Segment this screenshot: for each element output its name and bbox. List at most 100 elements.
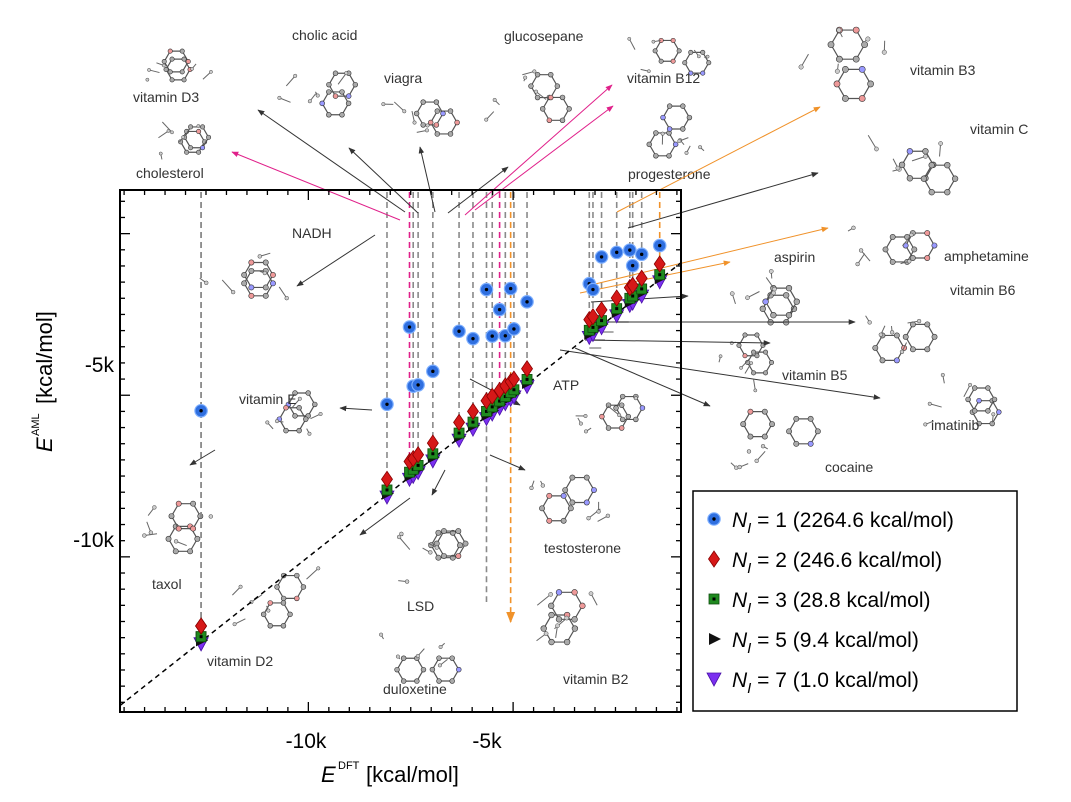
point-n-i-3-aspirin-center [631,294,635,298]
molecule-sketch-nadh [199,252,289,301]
point-n-i-2-atp [521,360,534,378]
point-n-i-3-glucosepane-center [490,405,494,409]
label-vitamin-b2: vitamin B2 [563,671,629,687]
legend-marker-n-i-3-center [712,597,716,601]
label-cholesterol: cholesterol [136,165,204,181]
point-n-i-3-vitamin-b6-center [615,307,619,311]
pointer-arrow [574,347,711,407]
point-n-i-3-vitamin-c-center [640,287,644,291]
label-vitamin-b12: vitamin B12 [627,70,700,86]
molecule-sketch-duloxetine [379,632,462,684]
point-n-i-3-atp-center [525,377,529,381]
legend-marker-n-i-1-center [712,517,716,521]
pointer-arrow [627,172,819,229]
label-taxol: taxol [152,576,182,592]
point-n-i-2-vitamin-b6 [610,289,623,307]
molecule-sketch-vitamin-b2 [536,589,598,646]
point-n-i-1-cholesterol-center [407,325,412,329]
point-n-i-2-vitamin-d2 [195,617,208,635]
point-n-i-1-imatinib-center [591,287,595,292]
point-n-i-1-glucosepane-center [490,334,494,338]
pointer-arrow [296,234,376,287]
y-tick-label-minus-5k: -5k [85,354,115,377]
point-n-i-1-amphetamine-center [628,248,632,252]
point-n-i-1-nadh-center [416,383,420,387]
label-cocaine: cocaine [825,459,873,475]
pointer-arrow [431,469,446,496]
molecule-sketch-aspirin [729,269,800,326]
plot-frame [119,189,682,713]
point-n-i-3-nadh-center [416,463,420,467]
label-lsd: LSD [407,598,434,614]
label-vitamin-e: vitamin E [239,391,297,407]
point-n-i-3-vitamin-b12-center [498,399,502,403]
point-n-i-2-progesterone [507,370,520,388]
molecule-sketch-vitamin-c [867,135,959,196]
molecule-sketch-glucosepane [484,69,572,124]
point-n-i-1-testosterone-center [503,334,508,338]
point-n-i-3-vitamin-b3-center [658,273,662,277]
label-vitamin-b3: vitamin B3 [910,62,976,78]
pointer-arrow [474,105,614,211]
legend-marker-n-i-2 [708,550,720,568]
pointer-arrow [257,109,406,213]
point-n-i-2-cholic-acid [426,434,439,452]
molecule-sketch-amphetamine [847,225,938,267]
label-atp: ATP [553,377,579,393]
svg-text:[kcal/mol]: [kcal/mol] [366,762,459,787]
molecule-sketch-viagra [381,99,460,137]
point-n-i-2-aspirin [626,276,639,295]
molecule-sketch-vitamin-b12 [627,36,712,76]
pointer-arrow [616,106,821,213]
molecule-sketches [142,26,1002,684]
point-n-i-3-vitamin-d2-center [199,635,203,639]
pointer-arrow [489,454,526,471]
label-aspirin: aspirin [774,249,815,265]
point-n-i-2-lsd [453,413,466,432]
point-n-i-1-vitamin-b6-center [615,250,619,255]
svg-text:E: E [32,437,57,452]
x-axis-label: E DFT [kcal/mol] [321,760,459,787]
legend-entry-n-i-5: NI = 5 (9.4 kcal/mol) [732,629,919,657]
point-n-i-2-imatinib [586,307,599,326]
point-n-i-1-atp-center [525,300,529,304]
label-glucosepane: glucosepane [504,28,584,44]
label-testosterone: testosterone [544,540,621,556]
legend-entry-n-i-7: NI = 7 (1.0 kcal/mol) [732,669,919,697]
point-n-i-1-duloxetine-center [484,287,489,292]
point-n-i-2-viagra [466,402,479,421]
x-tick-label-minus-10k: -10k [286,730,327,753]
label-vitamin-b6: vitamin B6 [950,282,1016,298]
point-n-i-1-progesterone-center [512,327,516,331]
legend: NI = 1 (2264.6 kcal/mol) NI = 2 (246.6 kc… [692,490,1018,712]
point-n-i-1-vitamin-b2-center [508,286,513,291]
point-n-i-2-vitamin-b3 [653,255,666,273]
label-vitamin-d3: vitamin D3 [133,89,199,105]
molecule-sketch-vitamin-b6 [865,315,938,364]
label-vitamin-c: vitamin C [970,121,1028,137]
point-n-i-3-cholic-acid-center [431,452,435,456]
legend-entry-n-i-1: NI = 1 (2264.6 kcal/mol) [732,509,954,537]
pointer-arrow [584,339,771,346]
svg-text:[kcal/mol]: [kcal/mol] [32,311,57,404]
point-n-i-2-nadh [412,446,425,464]
pointer-arrow [590,226,829,286]
molecule-sketch-vitamin-b5 [718,332,775,393]
pointer-arrow [418,146,436,213]
point-n-i-3-vitamin-e-center [385,488,389,492]
point-n-i-1-lsd-center [457,329,461,333]
point-n-i-1-viagra-center [471,336,475,341]
pointer-arrow [359,497,411,536]
legend-entry-n-i-2: NI = 2 (246.6 kcal/mol) [732,549,942,577]
molecule-sketch-taxol [142,500,213,555]
pointer-arrow [464,84,613,216]
data-points [193,238,668,652]
point-n-i-3-imatinib-center [591,325,595,329]
label-nadh: NADH [292,225,332,241]
molecule-sketch-cholesterol [158,121,212,160]
pointer-arrow [559,349,881,400]
label-imatinib: imatinib [931,417,979,433]
molecule-sketch-progesterone [646,103,705,159]
legend-marker-n-i-5 [709,633,721,645]
